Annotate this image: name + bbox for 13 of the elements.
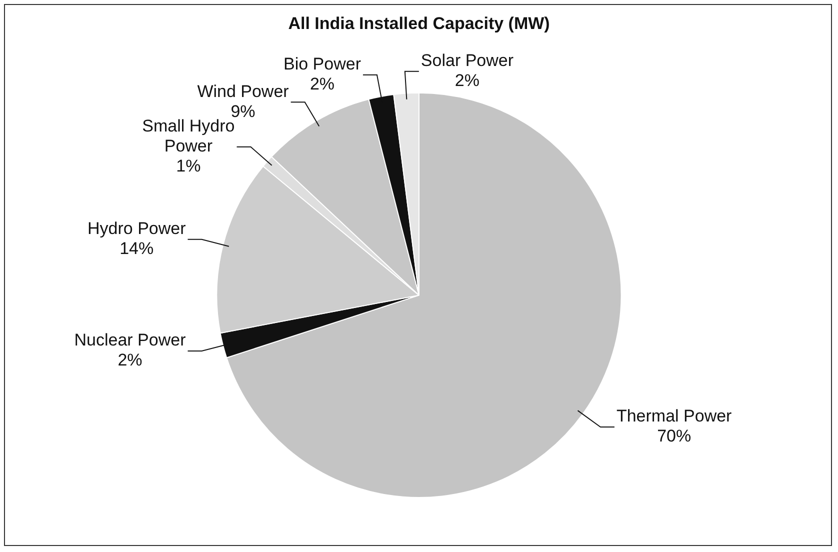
data-label: 2% [118, 350, 142, 370]
data-label: 14% [120, 239, 154, 258]
slice-label: Hydro Power [87, 219, 186, 238]
slice-label: Solar Power [420, 51, 514, 70]
slice-label: Thermal Power [616, 406, 732, 426]
chart-title: All India Installed Capacity (MW) [288, 14, 550, 33]
data-label: 2% [454, 71, 480, 90]
data-label: 2% [310, 74, 335, 94]
slice-label: Nuclear Power [74, 330, 186, 350]
data-label: 70% [657, 426, 692, 446]
slice-label: Wind Power [197, 82, 290, 101]
slice-label: Bio Power [283, 54, 362, 74]
data-label: 1% [176, 156, 201, 176]
